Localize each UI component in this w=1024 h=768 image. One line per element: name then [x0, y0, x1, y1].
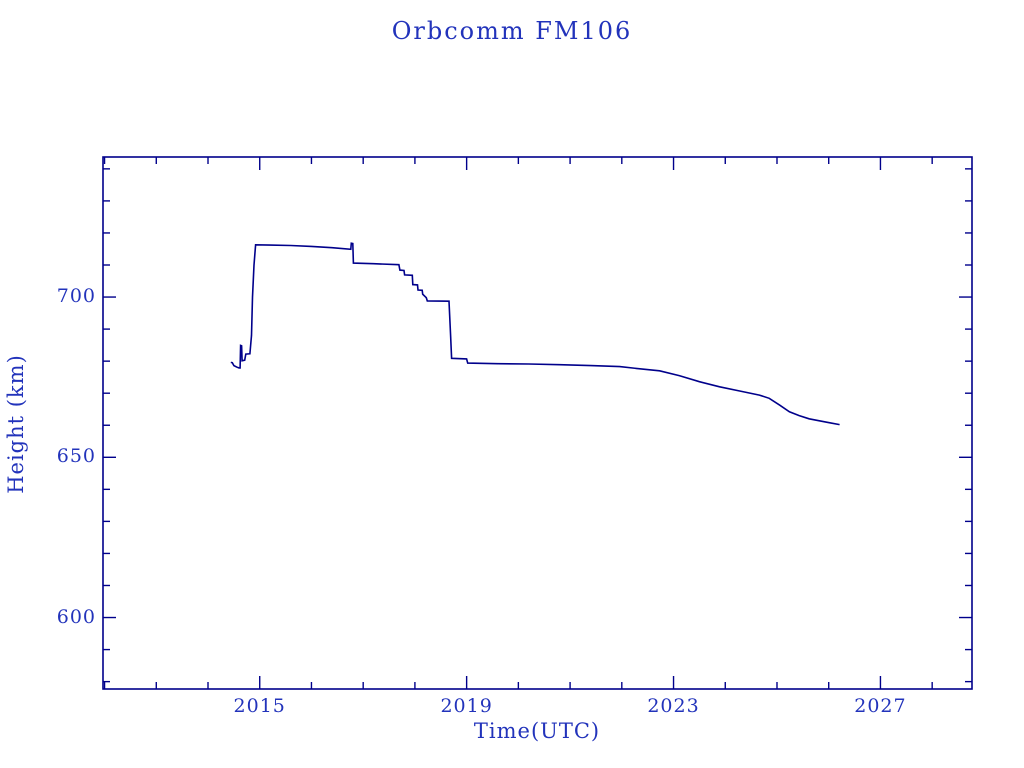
x-axis-label: Time(UTC): [473, 719, 601, 743]
y-tick-label: 600: [56, 605, 96, 628]
x-tick-label: 2019: [440, 695, 493, 717]
y-tick-label: 700: [56, 285, 96, 308]
y-axis-label: Height (km): [4, 354, 28, 494]
axis-ticks: [103, 157, 972, 689]
chart-title: Orbcomm FM106: [391, 17, 633, 45]
x-tick-label: 2023: [647, 695, 700, 717]
axis-frame: [102, 156, 973, 690]
height-series-line: [230, 242, 840, 426]
y-tick-label: 650: [56, 445, 96, 468]
x-tick-label: 2027: [854, 695, 907, 717]
x-tick-label: 2015: [233, 695, 286, 717]
